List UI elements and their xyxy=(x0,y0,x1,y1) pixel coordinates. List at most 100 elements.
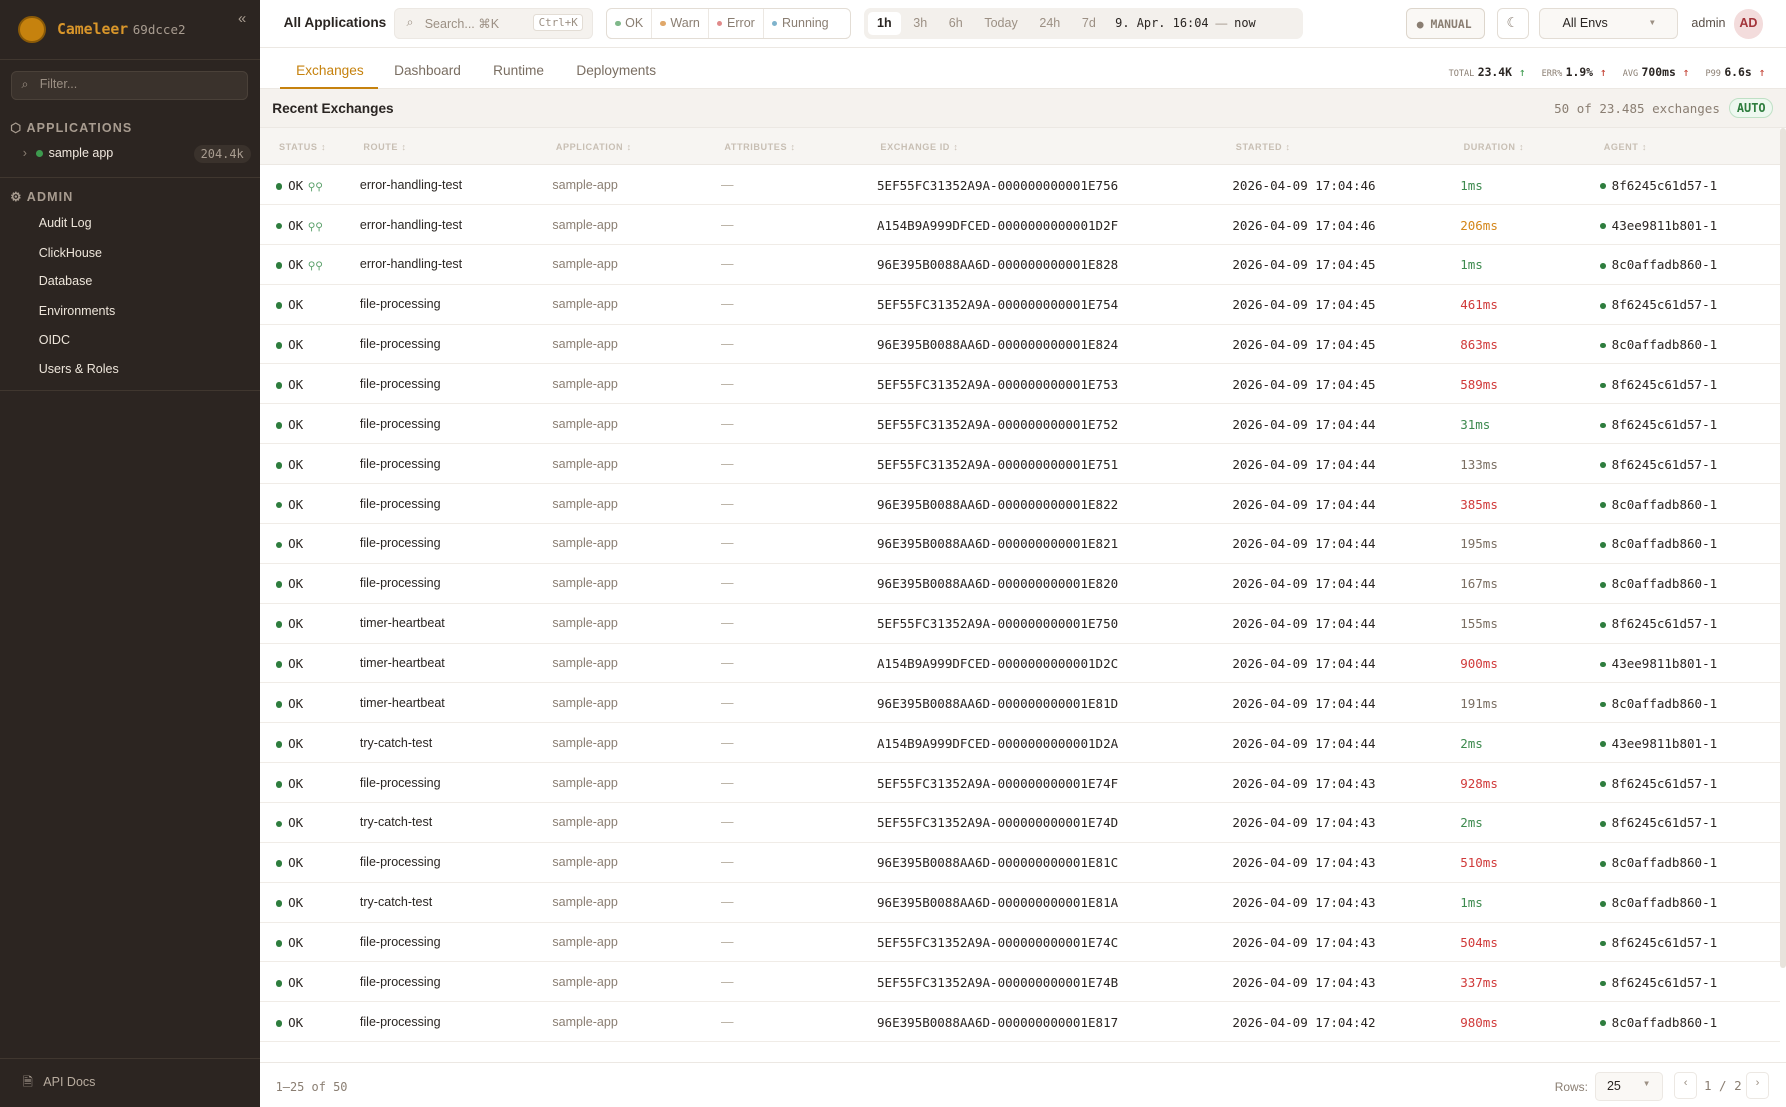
table-row[interactable]: OK file-processing sample-app — 96E395B0088A… xyxy=(259,843,1781,883)
column-header-exchange-id[interactable]: EXCHANGE ID ↕ xyxy=(877,139,958,153)
table-row[interactable]: OK try-catch-test sample-app — A154B9A999DFC… xyxy=(259,723,1781,764)
range-to[interactable]: now xyxy=(1234,16,1256,31)
route-cell-text: file-processing xyxy=(359,456,441,471)
column-header-status[interactable]: STATUS ↕ xyxy=(276,139,326,153)
table-row[interactable]: OK file-processing sample-app — 5EF55FC31352… xyxy=(259,923,1781,963)
tab-runtime[interactable]: Runtime xyxy=(493,62,545,78)
range-7d[interactable]: 7d xyxy=(1081,16,1096,31)
started-cell: 2026-04-09 17:04:46 xyxy=(1232,178,1375,193)
table-row[interactable]: OK file-processing sample-app — 96E395B0088A… xyxy=(259,564,1781,604)
attributes-cell-text: — xyxy=(720,337,734,352)
column-header-agent[interactable]: AGENT ↕ xyxy=(1600,139,1647,153)
attributes-cell-text: — xyxy=(720,855,734,870)
table-row[interactable]: OK try-catch-test sample-app — 96E395B0088AA… xyxy=(259,883,1781,923)
tab-deployments[interactable]: Deployments xyxy=(576,62,657,78)
sidebar-item-clickhouse[interactable]: ClickHouse xyxy=(38,246,103,261)
sidebar-item-users-roles[interactable]: Users & Roles xyxy=(38,362,119,377)
status-cell: OK xyxy=(275,576,303,591)
attributes-cell: — xyxy=(721,178,734,192)
section-title: Recent Exchanges xyxy=(272,101,394,117)
table-row[interactable]: OK file-processing sample-app — 5EF55FC31352… xyxy=(259,364,1781,405)
filter-warn[interactable]: Warn xyxy=(652,8,709,38)
exchange-id-cell-text: 5EF55FC31352A9A-000000000001E752 xyxy=(877,416,1119,432)
range-1h[interactable]: 1h xyxy=(867,11,901,35)
search-input[interactable]: ⌕ Search... ⌘K Ctrl+K xyxy=(394,7,594,39)
status-cell: OK xyxy=(275,616,303,631)
table-row[interactable]: OK file-processing sample-app — 96E395B0088A… xyxy=(259,484,1781,524)
sidebar-filter-input[interactable]: ⌕ Filter... xyxy=(11,70,249,101)
filter-error[interactable]: Error xyxy=(709,8,764,38)
tab-exchanges[interactable]: Exchanges xyxy=(296,62,364,78)
environment-select[interactable]: All Envs ▼ xyxy=(1538,7,1678,39)
range-from[interactable]: 9. Apr. 16:04 xyxy=(1115,16,1209,31)
filter-running[interactable]: Running xyxy=(764,9,837,38)
sidebar-item-environments[interactable]: Environments xyxy=(38,304,116,319)
sidebar-item-database[interactable]: Database xyxy=(38,274,93,289)
table-row[interactable]: OK try-catch-test sample-app — 5EF55FC31352A… xyxy=(259,803,1781,843)
table-row[interactable]: OK timer-heartbeat sample-app — A154B9A999DF… xyxy=(259,644,1781,684)
rows-per-page-select[interactable]: 25 ▼ xyxy=(1594,1071,1663,1102)
table-row[interactable]: OK timer-heartbeat sample-app — 96E395B0088A… xyxy=(259,683,1781,724)
table-row[interactable]: OK file-processing sample-app — 5EF55FC31352… xyxy=(259,763,1781,803)
range-today[interactable]: Today xyxy=(984,16,1018,31)
table-scrollbar[interactable] xyxy=(1780,127,1786,969)
table-row[interactable]: OK ⚲⚲ error-handling-test sample-app — A154B9… xyxy=(259,205,1781,245)
sidebar-item-audit-log[interactable]: Audit Log xyxy=(38,216,92,231)
application-cell: sample-app xyxy=(552,457,617,471)
range-24h[interactable]: 24h xyxy=(1039,16,1061,31)
table-row[interactable]: OK ⚲⚲ error-handling-test sample-app — 5EF55F… xyxy=(259,165,1781,205)
prev-page-button[interactable]: ‹ xyxy=(1674,1071,1698,1099)
auto-refresh-badge[interactable]: AUTO xyxy=(1729,97,1774,119)
ok-status-dot xyxy=(275,661,283,668)
route-cell-text: error-handling-test xyxy=(359,257,463,272)
table-row[interactable]: OK file-processing sample-app — 96E395B0088A… xyxy=(259,524,1781,564)
started-cell: 2026-04-09 17:04:44 xyxy=(1232,736,1375,751)
started-cell-text: 2026-04-09 17:04:42 xyxy=(1232,1014,1376,1030)
range-6h[interactable]: 6h xyxy=(948,16,963,31)
collapse-sidebar-button[interactable]: « xyxy=(238,11,247,28)
column-header-route[interactable]: ROUTE ↕ xyxy=(360,139,407,153)
range-3h[interactable]: 3h xyxy=(913,16,928,31)
applications-section[interactable]: ⬡ APPLICATIONS xyxy=(10,120,132,135)
column-header-application[interactable]: APPLICATION ↕ xyxy=(552,139,631,153)
status-cell: OK ⚲⚲ xyxy=(275,178,323,193)
route-cell: file-processing xyxy=(360,417,441,431)
duration-cell-text: 900ms xyxy=(1460,656,1498,672)
search-icon: ⌕ xyxy=(21,77,29,92)
started-cell-text: 2026-04-09 17:04:44 xyxy=(1232,735,1376,751)
column-header-started[interactable]: STARTED ↕ xyxy=(1232,139,1290,153)
table-row[interactable]: OK file-processing sample-app — 96E395B0088A… xyxy=(259,325,1781,365)
api-docs-link[interactable]: 🗎 API Docs xyxy=(23,1073,96,1094)
table-row[interactable]: OK file-processing sample-app — 5EF55FC31352… xyxy=(259,285,1781,325)
username[interactable]: admin xyxy=(1691,15,1726,30)
attributes-cell: — xyxy=(721,855,734,869)
table-row[interactable]: OK ⚲⚲ error-handling-test sample-app — 96E395… xyxy=(259,245,1781,285)
table-row[interactable]: OK timer-heartbeat sample-app — 5EF55FC31352… xyxy=(259,604,1781,644)
column-header-duration[interactable]: DURATION ↕ xyxy=(1460,139,1524,153)
agent-text: 8c0affadb860-1 xyxy=(1611,695,1718,711)
tab-dashboard[interactable]: Dashboard xyxy=(394,62,461,78)
duration-cell-text: 863ms xyxy=(1460,337,1498,353)
agent-cell: 8c0affadb860-1 xyxy=(1600,1015,1717,1030)
duration-cell: 461ms xyxy=(1460,297,1498,312)
sidebar-item-oidc[interactable]: OIDC xyxy=(38,332,71,347)
agent-cell: 8f6245c61d57-1 xyxy=(1600,457,1717,472)
avatar[interactable]: AD xyxy=(1733,9,1764,39)
next-page-button[interactable]: › xyxy=(1746,1071,1769,1099)
table-row[interactable]: OK file-processing sample-app — 5EF55FC31352… xyxy=(259,404,1781,445)
admin-section[interactable]: ⚙ ADMIN xyxy=(10,189,73,204)
status-text: OK xyxy=(288,297,304,313)
theme-toggle-moon-icon[interactable]: ☾ xyxy=(1496,7,1529,39)
table-row[interactable]: OK file-processing sample-app — 96E395B0088A… xyxy=(259,1002,1781,1043)
table-row[interactable]: OK file-processing sample-app — 5EF55FC31352… xyxy=(259,444,1781,485)
table-row[interactable]: OK file-processing sample-app — 5EF55FC31352… xyxy=(259,962,1781,1003)
filter-ok[interactable]: OK xyxy=(607,8,653,38)
brand: Cameleer 69dcce2 xyxy=(57,21,186,38)
agent-cell: 8c0affadb860-1 xyxy=(1600,337,1717,352)
started-cell: 2026-04-09 17:04:43 xyxy=(1232,975,1375,990)
manual-refresh-button[interactable]: ● MANUAL xyxy=(1405,7,1486,39)
sidebar-app-item[interactable]: › sample app 204.4k xyxy=(23,144,251,167)
column-header-attributes[interactable]: ATTRIBUTES ↕ xyxy=(721,139,796,153)
status-filters: OK Warn Error Running xyxy=(605,7,851,39)
chevron-down-icon: ▼ xyxy=(1642,1079,1651,1089)
